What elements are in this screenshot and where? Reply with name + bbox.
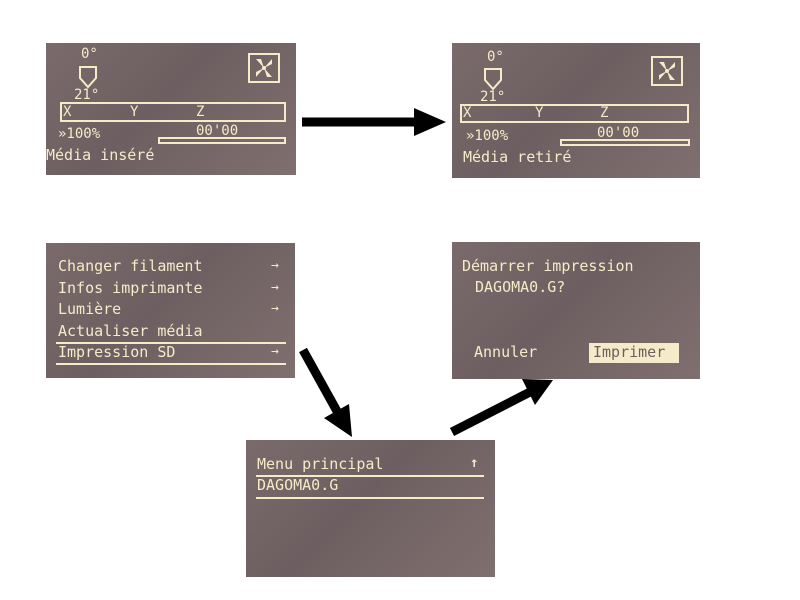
dialog-message-line1: Démarrer impression: [462, 257, 634, 275]
selection-top-line: [56, 342, 286, 344]
selection-top-line: [256, 475, 484, 477]
nozzle-temperature: 21°: [480, 89, 506, 105]
submenu-arrow-icon: →: [271, 280, 279, 295]
selection-bottom-line: [56, 363, 286, 365]
menu-item-impression-sd[interactable]: Impression SD →: [46, 343, 295, 363]
print-time: 00'00: [597, 125, 640, 141]
menu-item-label: Changer filament: [58, 257, 203, 275]
axis-x-label: X: [63, 104, 72, 120]
submenu-arrow-icon: →: [271, 344, 279, 359]
lcd-main-menu: Changer filament → Infos imprimante → Lu…: [46, 243, 295, 378]
arrow-right-icon: [302, 108, 446, 136]
menu-item-label: Actualiser média: [58, 322, 203, 340]
axis-x-label: X: [463, 105, 472, 121]
menu-item-label: Impression SD: [58, 343, 176, 361]
arrow-down-right-icon: [299, 347, 352, 437]
menu-back-item[interactable]: Menu principal ↑: [246, 454, 495, 474]
menu-item-label: Lumière: [58, 300, 122, 318]
axis-position-box: [460, 104, 689, 123]
progress-bar: [158, 137, 286, 144]
axis-z-label: Z: [600, 105, 609, 121]
menu-item-label: Infos imprimante: [58, 279, 203, 297]
menu-item-infos-imprimante[interactable]: Infos imprimante →: [46, 279, 295, 299]
back-label: Menu principal: [257, 455, 384, 473]
file-name: DAGOMA0.G: [257, 476, 339, 494]
submenu-arrow-icon: →: [271, 258, 279, 273]
fan-icon: [248, 53, 280, 83]
file-item-dagoma0[interactable]: DAGOMA0.G: [246, 476, 495, 496]
progress-bar: [560, 139, 690, 146]
print-button[interactable]: Imprimer: [593, 343, 666, 361]
submenu-arrow-icon: →: [271, 301, 279, 316]
feedrate-value: »100%: [466, 128, 509, 144]
hotend-nozzle-icon: [484, 68, 502, 91]
nozzle-temperature: 21°: [74, 87, 100, 103]
axis-position-box: [60, 102, 286, 122]
axis-z-label: Z: [196, 104, 205, 120]
lcd-confirm-print-dialog: Démarrer impression DAGOMA0.G? Annuler I…: [452, 242, 700, 379]
status-message: Média inséré: [46, 146, 155, 164]
axis-y-label: Y: [130, 104, 139, 120]
bed-temperature: 0°: [487, 49, 504, 65]
menu-item-actualiser-media[interactable]: Actualiser média: [46, 322, 295, 342]
hotend-nozzle-icon: [79, 66, 97, 89]
menu-item-lumiere[interactable]: Lumière →: [46, 300, 295, 320]
menu-item-changer-filament[interactable]: Changer filament →: [46, 257, 295, 277]
bed-temperature: 0°: [81, 46, 98, 62]
arrow-up-right-icon: [449, 379, 553, 437]
lcd-status-screen-media-inserted: 0° 21° X Y Z »100% 00'00 Média inséré: [46, 43, 296, 175]
lcd-sd-file-list: Menu principal ↑ DAGOMA0.G: [246, 440, 495, 577]
status-message: Média retiré: [463, 148, 572, 166]
axis-y-label: Y: [535, 105, 544, 121]
cancel-button[interactable]: Annuler: [474, 343, 538, 361]
back-arrow-icon: ↑: [470, 455, 479, 471]
fan-icon: [651, 56, 683, 86]
selection-bottom-line: [256, 497, 484, 499]
confirm-button-highlight: [589, 343, 679, 363]
lcd-status-screen-media-removed: 0° 21° X Y Z »100% 00'00 Média retiré: [452, 43, 700, 178]
feedrate-value: »100%: [58, 126, 101, 142]
print-time: 00'00: [196, 123, 239, 139]
dialog-filename: DAGOMA0.G?: [475, 278, 566, 296]
